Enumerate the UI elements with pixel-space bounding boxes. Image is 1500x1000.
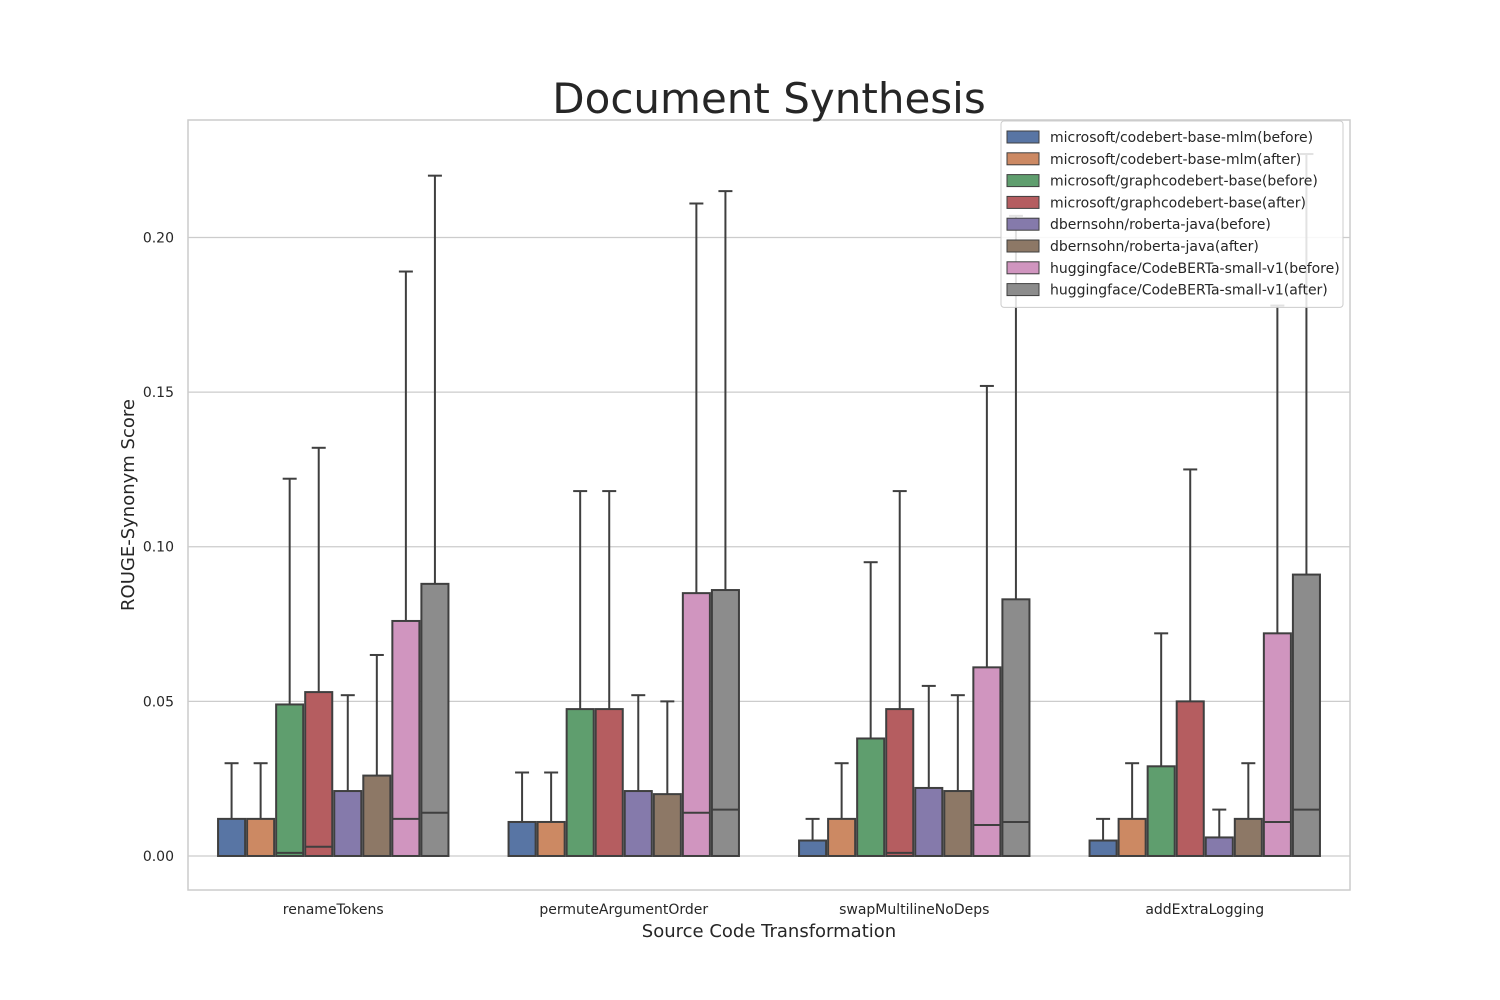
legend-swatch: [1006, 195, 1040, 209]
legend-swatch: [1006, 130, 1040, 144]
bar: [1204, 836, 1234, 857]
bar: [710, 589, 740, 857]
legend-swatch: [1006, 239, 1040, 253]
bar: [652, 793, 682, 857]
x-axis-ticks: renameTokens permuteArgumentOrder swapMult…: [283, 902, 1264, 918]
chart-title: Document Synthesis: [552, 74, 985, 123]
legend-swatch: [1006, 217, 1040, 231]
bar: [565, 708, 595, 857]
y-tick-label: 0.20: [143, 231, 174, 247]
x-tick-label: swapMultilineNoDeps: [839, 902, 989, 918]
x-tick-label: renameTokens: [283, 902, 384, 918]
bar: [594, 708, 624, 857]
y-axis-ticks: 0.00 0.05 0.10 0.15 0.20: [143, 231, 174, 865]
x-axis-title: Source Code Transformation: [642, 921, 896, 942]
bar: [914, 786, 944, 857]
legend-label: microsoft/codebert-base-mlm(after): [1050, 152, 1301, 168]
bar: [1233, 817, 1263, 857]
bar: [885, 708, 915, 857]
bar: [217, 817, 247, 857]
bar: [798, 839, 828, 857]
legend-label: dbernsohn/roberta-java(before): [1050, 217, 1271, 233]
legend-label: huggingface/CodeBERTa-small-v1(before): [1050, 261, 1340, 277]
bar: [1146, 765, 1176, 857]
bars: [217, 153, 1321, 857]
bar: [623, 790, 653, 857]
bar: [333, 790, 363, 857]
legend-label: dbernsohn/roberta-java(after): [1050, 239, 1259, 255]
x-tick-label: addExtraLogging: [1145, 902, 1264, 918]
legend-label: microsoft/graphcodebert-base(after): [1050, 195, 1306, 211]
legend-swatch: [1006, 152, 1040, 166]
bar: [1117, 817, 1147, 857]
bar: [536, 820, 566, 857]
bar: [827, 817, 857, 857]
legend-swatch: [1006, 261, 1040, 275]
bar: [1291, 573, 1321, 857]
bar: [275, 703, 305, 857]
bar: [362, 774, 392, 857]
bar: [681, 592, 711, 857]
legend-swatch: [1006, 174, 1040, 188]
bar: [1088, 839, 1118, 857]
bar: [304, 691, 334, 857]
bar: [507, 820, 537, 857]
bar: [246, 817, 276, 857]
bar: [420, 582, 450, 857]
legend-swatch: [1006, 283, 1040, 297]
legend-label: huggingface/CodeBERTa-small-v1(after): [1050, 283, 1328, 299]
bar: [943, 790, 973, 857]
legend-label: microsoft/graphcodebert-base(before): [1050, 174, 1318, 190]
y-tick-label: 0.00: [143, 849, 174, 865]
bar: [391, 619, 421, 857]
x-tick-label: permuteArgumentOrder: [539, 902, 708, 918]
bar: [1262, 632, 1292, 857]
bar: [972, 666, 1002, 857]
y-tick-label: 0.10: [143, 540, 174, 556]
y-axis-title: ROUGE-Synonym Score: [118, 399, 139, 611]
legend-label: microsoft/codebert-base-mlm(before): [1050, 130, 1313, 146]
y-tick-label: 0.15: [143, 385, 174, 401]
legend-box: [1000, 120, 1344, 308]
bar: [856, 737, 886, 857]
bar: [1001, 598, 1031, 857]
y-tick-label: 0.05: [143, 694, 174, 710]
legend: microsoft/codebert-base-mlm(before) micro…: [1000, 120, 1344, 308]
bar: [1175, 700, 1205, 857]
